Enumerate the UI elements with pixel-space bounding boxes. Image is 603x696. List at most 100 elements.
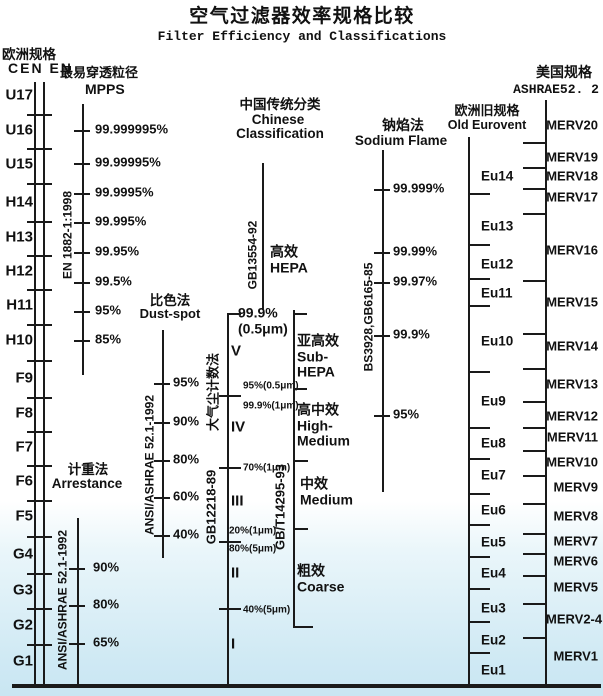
mpps-value-label: 99.9995% — [95, 184, 154, 200]
merv-level-label: MERV5 — [553, 579, 598, 595]
merv-header-en: ASHRAE52. 2 — [513, 82, 599, 97]
category-label: 中效 Medium — [300, 475, 353, 507]
merv-level-label: MERV1 — [553, 648, 598, 664]
eurovent-tick — [468, 244, 490, 246]
merv-level-label: MERV19 — [546, 149, 598, 165]
cen-tick — [27, 397, 52, 399]
eurovent-level-label: Eu7 — [481, 467, 506, 483]
eurovent-tick — [468, 556, 490, 558]
category-bracket-tick — [293, 313, 307, 315]
counting-value-label: 99.9%(1μm) — [243, 400, 299, 412]
sodium-value-label: 99.9% — [393, 326, 430, 342]
counting-class-label: III — [231, 492, 244, 510]
bs3928-standard-label: BS3928,GB6165-85 — [361, 262, 376, 372]
sodium-value-label: 99.97% — [393, 273, 438, 289]
eurovent-level-label: Eu2 — [481, 632, 506, 648]
cen-grade-label: G1 — [12, 652, 33, 670]
sodium-tick — [374, 189, 390, 191]
dust-spot-tick — [154, 497, 170, 499]
mpps-header-en: MPPS — [85, 81, 125, 97]
sodium-tick — [374, 415, 390, 417]
page-title-en: Filter Efficiency and Classifications — [157, 29, 447, 44]
cen-tick — [27, 536, 52, 538]
sodium-tick — [374, 282, 390, 284]
cen-tick — [27, 360, 52, 362]
counting-value-label: 20%(1μm) — [229, 525, 277, 537]
mpps-value-label: 99.95% — [95, 243, 140, 259]
cen-grade-label: G4 — [12, 545, 33, 563]
baseline — [12, 684, 601, 688]
gb13554-standard-label: GB13554-92 — [245, 220, 260, 290]
mpps-tick — [74, 340, 90, 342]
counting-axis-top-tick — [227, 313, 241, 315]
eurovent-level-label: Eu9 — [481, 393, 506, 409]
cen-tick — [27, 183, 52, 185]
merv-tick — [523, 401, 546, 403]
merv-level-label: MERV6 — [553, 553, 598, 569]
dust-spot-value-label: 80% — [173, 451, 200, 467]
dust-spot-value-label: 90% — [173, 413, 200, 429]
eurovent-tick — [468, 458, 490, 460]
merv-level-label: MERV7 — [553, 533, 598, 549]
cen-tick — [27, 324, 52, 326]
cen-grade-label: U16 — [5, 121, 33, 139]
arrestance-value-label: 90% — [93, 559, 120, 575]
dust-spot-header-zh: 比色法 — [149, 293, 191, 308]
cen-tick — [27, 573, 52, 575]
sodium-value-label: 95% — [393, 406, 420, 422]
cen-tick — [27, 255, 52, 257]
merv-level-label: MERV20 — [546, 117, 598, 133]
eurovent-axis-line — [468, 137, 470, 686]
eurovent-level-label: Eu14 — [481, 168, 514, 184]
merv-tick — [523, 553, 546, 555]
mpps-tick — [74, 222, 90, 224]
cen-tick — [27, 148, 52, 150]
cen-header-zh: 欧洲规格 — [2, 47, 56, 62]
cen-grade-label: H13 — [5, 228, 33, 246]
merv-level-label: MERV14 — [546, 338, 598, 354]
dust-spot-value-label: 60% — [173, 488, 200, 504]
ashrae521-arrestance-standard-label: ANSI/ASHRAE 52.1-1992 — [55, 529, 70, 671]
gb12218-standard-label: GB12218-89 — [203, 469, 219, 545]
eurovent-level-label: Eu8 — [481, 435, 506, 451]
eurovent-tick — [468, 193, 490, 195]
cen-grade-label: F8 — [15, 404, 33, 422]
sodium-tick — [374, 335, 390, 337]
mpps-value-label: 99.99995% — [95, 154, 161, 170]
mpps-value-label: 99.5% — [95, 273, 132, 289]
merv-tick — [523, 333, 546, 335]
sodium-tick — [374, 252, 390, 254]
mpps-value-label: 85% — [95, 331, 122, 347]
arrestance-header-en: Arrestance — [51, 476, 123, 491]
mpps-value-label: 95% — [95, 302, 122, 318]
counting-value-label: 95%(0.5μm) — [243, 380, 299, 392]
mpps-tick — [74, 193, 90, 195]
counting-method-label: 大气尘计数法 — [205, 352, 221, 432]
cen-tick — [27, 500, 52, 502]
cen-grade-label: H11 — [6, 296, 33, 314]
ashrae521-dust-spot-standard-label: ANSI/ASHRAE 52.1-1992 — [142, 394, 157, 536]
merv-tick — [523, 167, 546, 169]
category-label: 粗效 Coarse — [297, 562, 345, 594]
arrestance-axis-line — [77, 518, 79, 684]
eurovent-tick — [468, 278, 490, 280]
cen-header-en: CEN EN — [8, 60, 73, 76]
category-bracket-line — [293, 310, 295, 628]
mpps-header-zh: 最易穿透粒径 — [60, 65, 139, 80]
counting-tick — [219, 608, 241, 610]
mpps-tick — [74, 252, 90, 254]
counting-value-label: 40%(5μm) — [243, 604, 291, 616]
dust-spot-value-label: 95% — [173, 374, 200, 390]
category-bracket-tick — [293, 626, 313, 628]
merv-tick — [523, 450, 546, 452]
mpps-tick — [74, 311, 90, 313]
mpps-tick — [74, 130, 90, 132]
category-bracket-tick — [293, 528, 308, 530]
merv-tick — [523, 503, 546, 505]
cen-grade-label: F6 — [15, 472, 33, 490]
eurovent-tick — [468, 588, 490, 590]
counting-tick — [219, 541, 241, 543]
merv-level-label: MERV15 — [546, 294, 598, 310]
arrestance-tick — [69, 643, 85, 645]
merv-level-label: MERV2-4 — [546, 611, 603, 627]
